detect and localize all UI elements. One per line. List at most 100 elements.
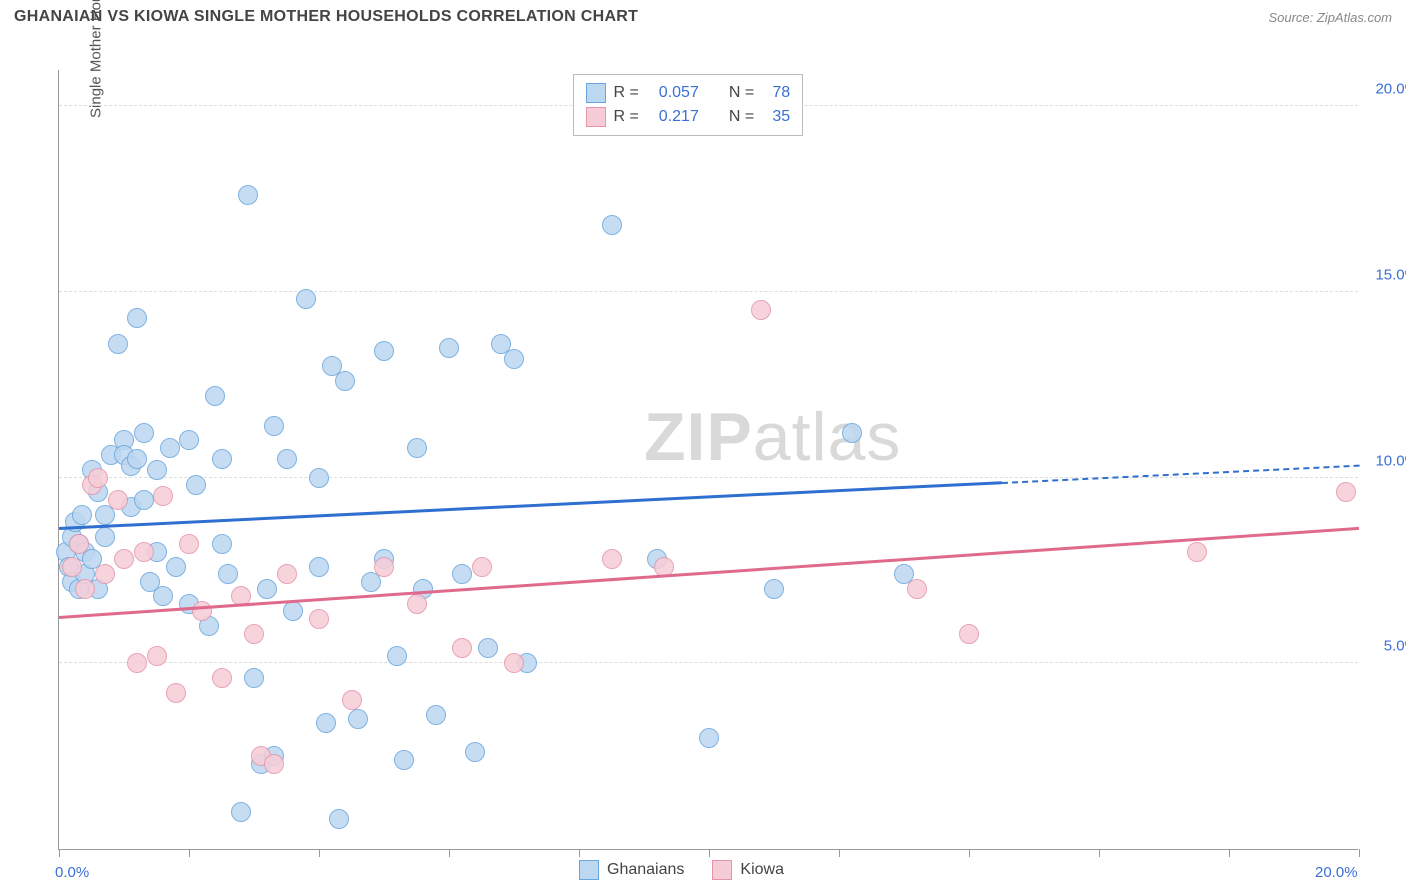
chart-header: GHANAIAN VS KIOWA SINGLE MOTHER HOUSEHOL…: [0, 0, 1406, 30]
x-tick: [839, 849, 840, 857]
scatter-point: [335, 371, 355, 391]
scatter-point: [342, 690, 362, 710]
y-tick-label: 10.0%: [1375, 452, 1406, 469]
r-label: R =: [614, 108, 639, 126]
scatter-point: [478, 638, 498, 658]
scatter-point: [283, 601, 303, 621]
r-label: R =: [614, 84, 639, 102]
scatter-point: [166, 683, 186, 703]
legend-swatch: [586, 107, 606, 127]
chart-title: GHANAIAN VS KIOWA SINGLE MOTHER HOUSEHOL…: [14, 8, 638, 26]
scatter-point: [329, 809, 349, 829]
scatter-point: [374, 341, 394, 361]
x-tick: [579, 849, 580, 857]
scatter-point: [147, 460, 167, 480]
x-tick: [1099, 849, 1100, 857]
scatter-point: [153, 586, 173, 606]
scatter-point: [602, 215, 622, 235]
scatter-point: [179, 430, 199, 450]
scatter-point: [277, 564, 297, 584]
scatter-point: [134, 423, 154, 443]
scatter-point: [504, 653, 524, 673]
series-legend-label: Kiowa: [740, 861, 784, 879]
scatter-point: [147, 646, 167, 666]
series-legend: Ghanaians Kiowa: [579, 860, 784, 880]
watermark-bold: ZIP: [644, 399, 753, 475]
scatter-point: [374, 557, 394, 577]
scatter-point: [316, 713, 336, 733]
scatter-point: [348, 709, 368, 729]
n-value: 35: [762, 108, 790, 126]
scatter-point: [95, 527, 115, 547]
scatter-point: [602, 549, 622, 569]
scatter-point: [439, 338, 459, 358]
scatter-point: [108, 334, 128, 354]
scatter-point: [205, 386, 225, 406]
x-tick: [969, 849, 970, 857]
scatter-point: [127, 449, 147, 469]
scatter-plot: ZIPatlas 5.0%10.0%15.0%20.0%0.0%20.0%R =…: [58, 70, 1358, 850]
scatter-point: [452, 564, 472, 584]
x-tick: [189, 849, 190, 857]
x-tick: [709, 849, 710, 857]
scatter-point: [114, 549, 134, 569]
scatter-point: [108, 490, 128, 510]
scatter-point: [186, 475, 206, 495]
legend-swatch: [586, 83, 606, 103]
scatter-point: [127, 653, 147, 673]
scatter-point: [1336, 482, 1356, 502]
scatter-point: [218, 564, 238, 584]
scatter-point: [238, 185, 258, 205]
scatter-point: [69, 534, 89, 554]
scatter-point: [309, 557, 329, 577]
legend-swatch: [712, 860, 732, 880]
scatter-point: [387, 646, 407, 666]
trendline: [59, 527, 1359, 619]
scatter-point: [309, 609, 329, 629]
stats-legend-row: R = 0.217 N = 35: [586, 105, 791, 129]
scatter-point: [296, 289, 316, 309]
watermark: ZIPatlas: [644, 398, 901, 476]
scatter-point: [212, 449, 232, 469]
scatter-point: [134, 542, 154, 562]
r-value: 0.217: [647, 108, 699, 126]
scatter-point: [472, 557, 492, 577]
n-label: N =: [729, 84, 754, 102]
source-label: Source: ZipAtlas.com: [1268, 10, 1392, 25]
series-legend-item: Ghanaians: [579, 860, 684, 880]
scatter-point: [257, 579, 277, 599]
scatter-point: [134, 490, 154, 510]
n-label: N =: [729, 108, 754, 126]
x-tick: [59, 849, 60, 857]
scatter-point: [842, 423, 862, 443]
scatter-point: [504, 349, 524, 369]
scatter-point: [160, 438, 180, 458]
scatter-point: [127, 308, 147, 328]
x-tick: [1229, 849, 1230, 857]
stats-legend-row: R =0.057N =78: [586, 81, 791, 105]
scatter-point: [212, 534, 232, 554]
scatter-point: [72, 505, 92, 525]
scatter-point: [407, 594, 427, 614]
scatter-point: [1187, 542, 1207, 562]
x-tick: [449, 849, 450, 857]
y-tick-label: 15.0%: [1375, 266, 1406, 283]
scatter-point: [192, 601, 212, 621]
scatter-point: [407, 438, 427, 458]
scatter-point: [231, 802, 251, 822]
scatter-point: [264, 754, 284, 774]
x-tick-label: 20.0%: [1315, 864, 1358, 881]
scatter-point: [264, 416, 284, 436]
scatter-point: [465, 742, 485, 762]
scatter-point: [699, 728, 719, 748]
scatter-point: [75, 579, 95, 599]
scatter-point: [62, 557, 82, 577]
scatter-point: [394, 750, 414, 770]
scatter-point: [907, 579, 927, 599]
legend-swatch: [579, 860, 599, 880]
scatter-point: [153, 486, 173, 506]
scatter-point: [277, 449, 297, 469]
scatter-point: [88, 468, 108, 488]
scatter-point: [309, 468, 329, 488]
scatter-point: [212, 668, 232, 688]
